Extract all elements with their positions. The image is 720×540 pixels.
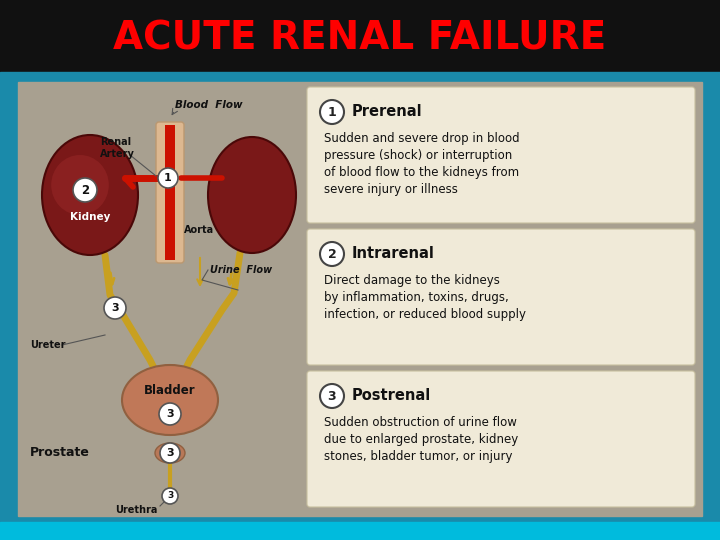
Ellipse shape xyxy=(122,365,218,435)
FancyBboxPatch shape xyxy=(307,371,695,507)
Bar xyxy=(0,522,720,540)
Text: 2: 2 xyxy=(328,247,336,260)
Bar xyxy=(0,72,720,522)
Ellipse shape xyxy=(208,137,296,253)
FancyBboxPatch shape xyxy=(156,122,184,263)
Bar xyxy=(0,0,720,72)
Text: Prerenal: Prerenal xyxy=(352,105,423,119)
Text: Renal
Artery: Renal Artery xyxy=(100,137,135,159)
Text: 1: 1 xyxy=(164,173,172,183)
Circle shape xyxy=(320,100,344,124)
Ellipse shape xyxy=(155,443,185,463)
Text: Bladder: Bladder xyxy=(144,383,196,396)
Text: ACUTE RENAL FAILURE: ACUTE RENAL FAILURE xyxy=(113,19,607,57)
Text: Sudden and severe drop in blood
pressure (shock) or interruption
of blood flow t: Sudden and severe drop in blood pressure… xyxy=(324,132,520,196)
Text: Aorta: Aorta xyxy=(184,225,214,235)
Text: Kidney: Kidney xyxy=(70,212,110,222)
Text: Blood  Flow: Blood Flow xyxy=(175,100,243,110)
Text: 3: 3 xyxy=(166,409,174,419)
Text: 3: 3 xyxy=(166,448,174,458)
Text: Direct damage to the kidneys
by inflammation, toxins, drugs,
infection, or reduc: Direct damage to the kidneys by inflamma… xyxy=(324,274,526,321)
Circle shape xyxy=(159,403,181,425)
Text: 3: 3 xyxy=(328,389,336,402)
Text: 3: 3 xyxy=(167,491,173,501)
Text: Ureter: Ureter xyxy=(30,340,66,350)
Circle shape xyxy=(158,168,178,188)
Text: Intrarenal: Intrarenal xyxy=(352,246,435,261)
Ellipse shape xyxy=(51,155,109,215)
FancyBboxPatch shape xyxy=(307,87,695,223)
Circle shape xyxy=(104,297,126,319)
Circle shape xyxy=(320,242,344,266)
Text: Urethra: Urethra xyxy=(115,505,158,515)
Text: Urine  Flow: Urine Flow xyxy=(210,265,272,275)
Text: Sudden obstruction of urine flow
due to enlarged prostate, kidney
stones, bladde: Sudden obstruction of urine flow due to … xyxy=(324,416,518,463)
Text: Prostate: Prostate xyxy=(30,446,90,458)
Text: 1: 1 xyxy=(328,105,336,118)
Circle shape xyxy=(320,384,344,408)
Ellipse shape xyxy=(42,135,138,255)
Circle shape xyxy=(160,443,180,463)
Bar xyxy=(18,82,702,516)
Bar xyxy=(165,125,175,260)
FancyBboxPatch shape xyxy=(307,229,695,365)
Text: 3: 3 xyxy=(111,303,119,313)
Circle shape xyxy=(162,488,178,504)
Circle shape xyxy=(73,178,97,202)
Text: Postrenal: Postrenal xyxy=(352,388,431,403)
Text: 2: 2 xyxy=(81,184,89,197)
